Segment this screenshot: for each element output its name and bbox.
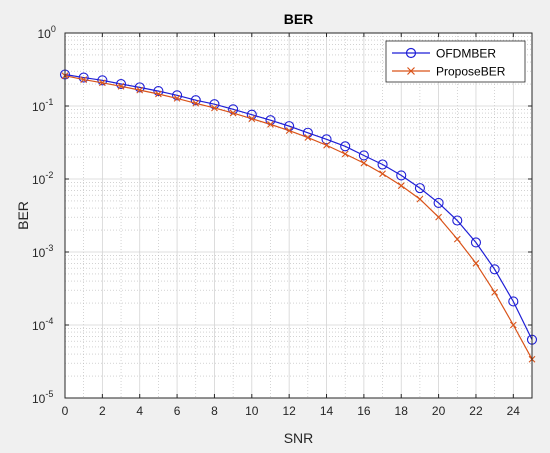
point-ofdmber [78, 72, 89, 83]
point-proposeber [397, 182, 405, 190]
point-ofdmber [508, 296, 519, 307]
point-ofdmber [172, 90, 183, 101]
legend-label-proposeber: ProposeBER [436, 65, 506, 79]
x-tick-label: 6 [174, 404, 181, 418]
x-tick-label: 8 [211, 404, 218, 418]
point-proposeber [267, 120, 274, 128]
point-ofdmber [190, 95, 201, 106]
point-proposeber [304, 134, 312, 141]
y-tick-label: 10-2 [32, 170, 53, 187]
x-tick-label: 16 [357, 404, 371, 418]
point-proposeber [155, 90, 162, 98]
x-tick-label: 10 [245, 404, 259, 418]
point-proposeber [80, 76, 88, 83]
point-proposeber [491, 288, 499, 296]
y-tick-label: 10-1 [32, 97, 53, 114]
point-ofdmber [414, 183, 425, 194]
point-proposeber [98, 79, 106, 87]
point-ofdmber [115, 78, 127, 90]
point-proposeber [341, 150, 349, 158]
plot-area [65, 33, 532, 398]
y-tick-labels: 100 10-1 10-2 10-3 10-4 10-5 [32, 24, 56, 406]
y-tick-label: 10-5 [32, 389, 53, 406]
point-ofdmber [452, 215, 463, 226]
point-proposeber [416, 195, 424, 203]
x-tick-label: 20 [432, 404, 446, 418]
major-grid [64, 32, 532, 399]
x-axis-label: SNR [284, 430, 314, 446]
point-ofdmber [377, 159, 388, 170]
legend: OFDMBER ProposeBER [385, 40, 526, 83]
chart-title: BER [284, 11, 314, 27]
point-proposeber [435, 213, 442, 221]
point-ofdmber [153, 86, 164, 97]
point-proposeber [509, 321, 517, 329]
point-ofdmber [321, 134, 332, 145]
point-proposeber [117, 82, 125, 90]
point-proposeber [472, 259, 480, 267]
point-ofdmber [134, 82, 145, 93]
point-proposeber [192, 99, 200, 107]
plot-frame [64, 32, 533, 399]
series-layer [59, 69, 538, 363]
legend-marker-ofdmber [405, 47, 417, 59]
point-proposeber [248, 115, 256, 123]
point-proposeber [360, 159, 368, 167]
point-proposeber [453, 235, 461, 243]
x-tick-label: 14 [320, 404, 334, 418]
x-tick-label: 0 [62, 404, 69, 418]
y-tick-label: 100 [38, 24, 56, 41]
point-ofdmber [396, 170, 407, 181]
x-tick-label: 2 [99, 404, 106, 418]
point-ofdmber [433, 197, 444, 208]
x-tick-labels: 0 2 4 6 8 10 12 14 16 18 20 22 24 [62, 404, 521, 418]
x-tick-label: 12 [282, 404, 296, 418]
point-ofdmber [470, 237, 482, 248]
legend-marker-proposeber [407, 67, 415, 75]
x-tick-label: 4 [136, 404, 143, 418]
point-proposeber [136, 86, 144, 94]
point-proposeber [323, 141, 330, 149]
series-line-proposeber [64, 75, 533, 360]
y-tick-label: 10-4 [32, 316, 53, 333]
point-ofdmber [97, 75, 108, 86]
point-ofdmber [358, 150, 369, 161]
legend-label-ofdmber: OFDMBER [436, 47, 496, 61]
point-proposeber [379, 170, 386, 178]
legend-box [385, 40, 526, 83]
point-proposeber [229, 109, 237, 117]
x-tick-label: 18 [395, 404, 409, 418]
x-tick-label: 22 [469, 404, 483, 418]
y-tick-label: 10-3 [32, 243, 53, 260]
point-proposeber [173, 95, 181, 102]
point-proposeber [285, 127, 293, 135]
point-ofdmber [489, 264, 500, 275]
point-proposeber [211, 104, 218, 112]
y-axis-label: BER [15, 201, 31, 230]
axis-ticks [64, 32, 532, 399]
x-tick-label: 24 [507, 404, 521, 418]
point-ofdmber [340, 141, 351, 152]
